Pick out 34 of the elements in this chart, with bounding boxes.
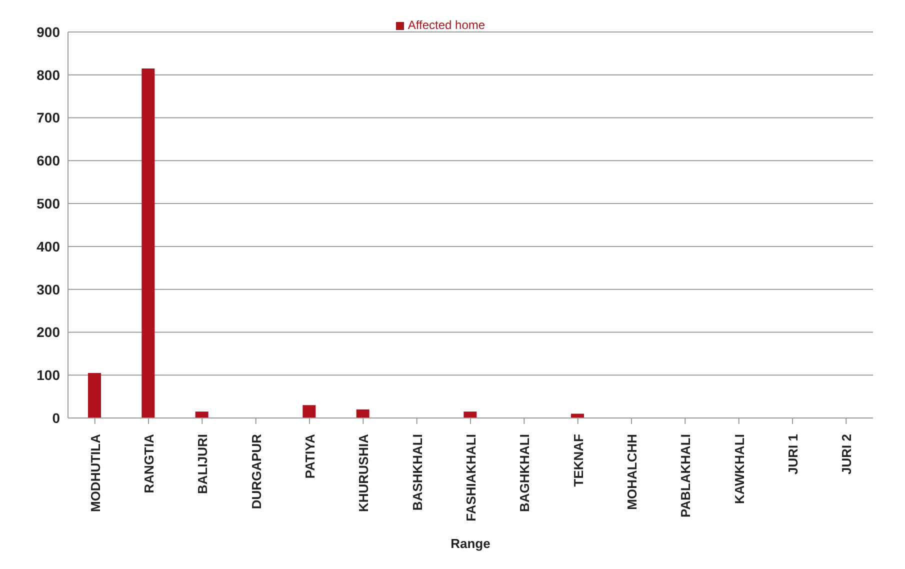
y-tick-label: 800 [36, 66, 60, 83]
y-tick-label: 100 [36, 367, 60, 384]
x-tick-label: BAGHKHALI [517, 434, 532, 512]
x-tick-label: BASHKHALI [410, 434, 425, 511]
x-tick-label: MODHUTILA [88, 433, 103, 512]
x-tick-label: RANGTIA [142, 433, 156, 494]
x-tick-label: KHURUSHIA [356, 433, 372, 512]
x-tick-label: PATIYA [302, 433, 318, 479]
y-tick-label: 0 [52, 410, 60, 426]
bar [464, 412, 477, 418]
bar [88, 372, 101, 418]
bar [571, 414, 584, 418]
x-tick-label: BALIJURI [195, 434, 210, 494]
bar [302, 405, 316, 418]
x-tick-label: KAWKHALI [732, 434, 747, 504]
x-tick-label: MOHALCHH [624, 434, 640, 510]
y-tick-label: 300 [36, 281, 60, 298]
bar [356, 409, 370, 418]
legend-label: Affected home [408, 18, 486, 32]
y-tick-label: 600 [36, 152, 60, 169]
x-tick-label: PABLAKHALI [678, 434, 694, 518]
x-tick-label: TEKNAF [570, 434, 586, 487]
y-tick-label: 500 [36, 196, 60, 212]
x-tick-label: JURI 1 [786, 434, 800, 474]
x-tick-label: FASHIAKHALI [464, 434, 478, 522]
bar [142, 68, 155, 418]
x-tick-label: JURI 2 [839, 434, 854, 474]
y-tick-label: 900 [36, 24, 60, 40]
y-tick-label: 200 [36, 324, 60, 340]
x-axis-title: Range [450, 536, 490, 551]
y-tick-label: 700 [36, 110, 60, 126]
bar [195, 412, 208, 418]
y-tick-label: 400 [36, 238, 60, 254]
x-tick-label: DURGAPUR [248, 433, 264, 510]
